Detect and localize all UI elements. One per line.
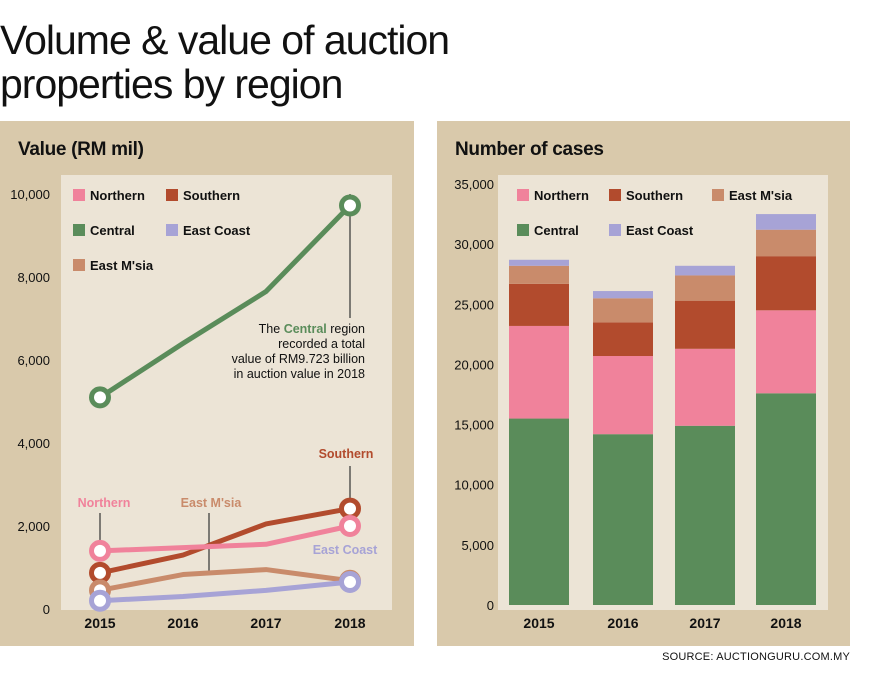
y-tick-label: 25,000 (454, 297, 494, 312)
legend-label-northern: Northern (534, 188, 589, 203)
legend-swatch-central (73, 224, 85, 236)
y-tick-label: 4,000 (17, 436, 50, 451)
source-note: SOURCE: AUCTIONGURU.COM.MY (662, 651, 850, 663)
central-annotation-line-2: recorded a total (278, 337, 365, 351)
bar-southern-2018 (756, 256, 816, 311)
bar-east-m-sia-2016 (593, 298, 653, 323)
x-tick-label: 2018 (334, 615, 365, 631)
y-tick-label: 5,000 (461, 538, 494, 553)
legend-swatch-northern (517, 189, 529, 201)
x-tick-label: 2018 (770, 615, 801, 631)
data-point-east-coast-2018 (339, 571, 361, 594)
northern-annotation: Northern (78, 496, 131, 510)
central-annotation-line-4: in auction value in 2018 (234, 367, 365, 381)
y-tick-label: 6,000 (17, 353, 50, 368)
legend-swatch-east-m-sia (712, 189, 724, 201)
east-coast-annotation: East Coast (313, 543, 378, 557)
data-point-northern-2015 (89, 539, 111, 562)
bar-central-2017 (675, 425, 735, 605)
x-tick-label: 2017 (250, 615, 281, 631)
y-tick-label: 10,000 (10, 187, 50, 202)
bar-northern-2015 (509, 325, 569, 419)
legend-swatch-central (517, 224, 529, 236)
data-point-central-2015 (89, 386, 111, 409)
x-tick-label: 2015 (84, 615, 115, 631)
bar-east-coast-2017 (675, 265, 735, 276)
east-msia-annotation: East M'sia (181, 496, 243, 510)
x-tick-label: 2016 (167, 615, 198, 631)
legend-swatch-southern (166, 189, 178, 201)
y-tick-label: 15,000 (454, 418, 494, 433)
legend-label-southern: Southern (626, 188, 683, 203)
bar-central-2018 (756, 393, 816, 605)
bar-east-coast-2015 (509, 259, 569, 266)
bar-northern-2016 (593, 356, 653, 435)
bar-southern-2015 (509, 283, 569, 326)
x-tick-label: 2016 (607, 615, 638, 631)
bar-southern-2017 (675, 300, 735, 349)
bar-east-coast-2016 (593, 291, 653, 299)
bar-east-m-sia-2015 (509, 265, 569, 284)
legend-swatch-east-m-sia (73, 259, 85, 271)
y-tick-label: 0 (43, 602, 50, 617)
value-chart-title: Value (RM mil) (18, 139, 144, 160)
bar-central-2015 (509, 418, 569, 605)
y-tick-label: 2,000 (17, 519, 50, 534)
legend-swatch-east-coast (166, 224, 178, 236)
series-line-central (97, 202, 353, 400)
y-tick-label: 0 (487, 598, 494, 613)
cases-chart-title: Number of cases (455, 139, 604, 160)
series-line-east-coast (97, 579, 353, 604)
y-tick-label: 30,000 (454, 237, 494, 252)
y-tick-label: 20,000 (454, 357, 494, 372)
data-point-east-coast-2015 (89, 589, 111, 612)
legend-swatch-northern (73, 189, 85, 201)
legend-label-southern: Southern (183, 188, 240, 203)
legend-label-east-m-sia: East M'sia (90, 258, 154, 273)
legend-label-east-coast: East Coast (626, 223, 694, 238)
series-line-southern (97, 506, 353, 576)
x-tick-label: 2017 (689, 615, 720, 631)
bar-east-coast-2018 (756, 214, 816, 230)
data-point-northern-2018 (339, 515, 361, 537)
page-title: Volume & value of auction properties by … (0, 17, 450, 107)
central-annotation-line-3: value of RM9.723 billion (232, 352, 365, 366)
x-tick-label: 2015 (523, 615, 554, 631)
legend-swatch-southern (609, 189, 621, 201)
y-tick-label: 35,000 (454, 177, 494, 192)
legend-label-northern: Northern (90, 188, 145, 203)
bar-east-m-sia-2018 (756, 229, 816, 257)
legend-swatch-east-coast (609, 224, 621, 236)
bar-central-2016 (593, 434, 653, 605)
series-line-east-m-sia (97, 567, 353, 593)
legend-label-central: Central (90, 223, 135, 238)
y-tick-label: 10,000 (454, 478, 494, 493)
legend-label-east-m-sia: East M'sia (729, 188, 793, 203)
legend-label-central: Central (534, 223, 579, 238)
central-annotation-line-1: The Central region (259, 322, 365, 336)
southern-annotation: Southern (319, 447, 374, 461)
bar-northern-2018 (756, 310, 816, 394)
data-point-central-2018 (339, 194, 361, 217)
bar-east-m-sia-2017 (675, 275, 735, 301)
bar-southern-2016 (593, 322, 653, 357)
y-tick-label: 8,000 (17, 270, 50, 285)
bar-northern-2017 (675, 348, 735, 426)
series-line-northern (97, 523, 353, 554)
legend-label-east-coast: East Coast (183, 223, 251, 238)
